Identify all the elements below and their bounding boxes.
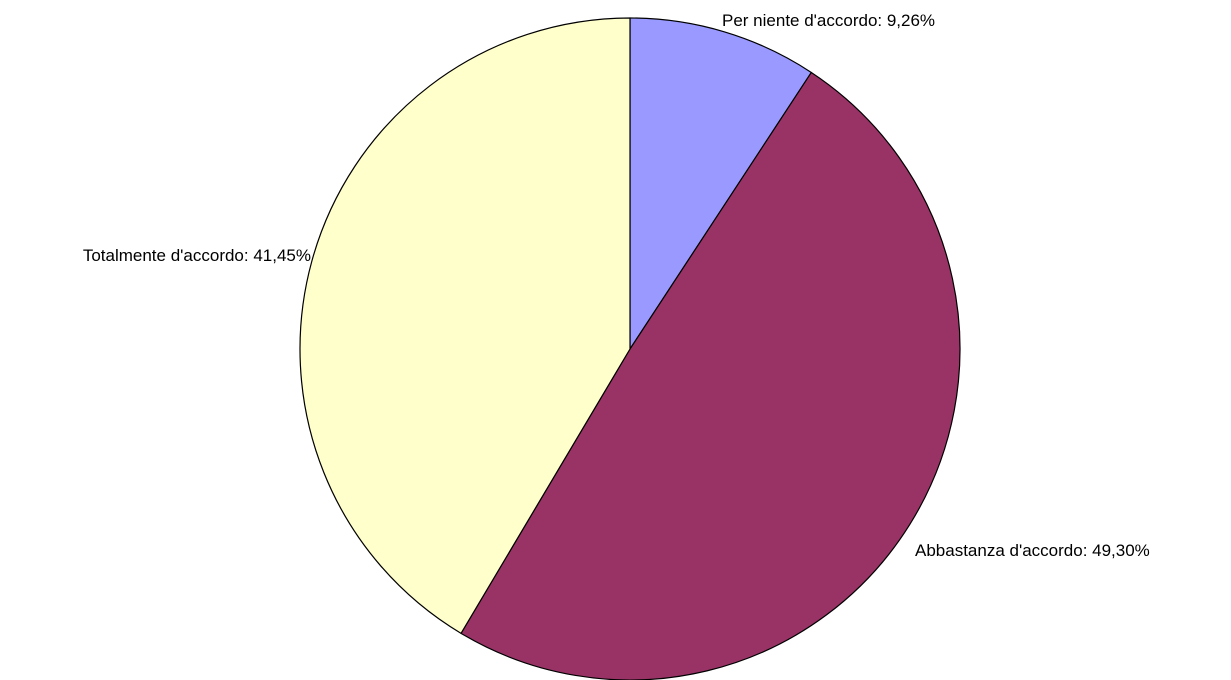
pie-slices [299, 17, 961, 680]
pie-slice-totalmente-d-accordo [299, 17, 631, 634]
pie-slice-per-niente-d-accordo [629, 17, 812, 350]
pie-labels: Per niente d'accordo: 9,26% Abbastanza d'… [83, 11, 1150, 560]
pie-label-totalmente-d-accordo: Totalmente d'accordo: 41,45% [83, 246, 311, 265]
pie-slice-abbastanza-d-accordo [460, 71, 961, 680]
pie-label-per-niente-d-accordo: Per niente d'accordo: 9,26% [722, 11, 935, 30]
pie-label-abbastanza-d-accordo: Abbastanza d'accordo: 49,30% [915, 541, 1150, 560]
